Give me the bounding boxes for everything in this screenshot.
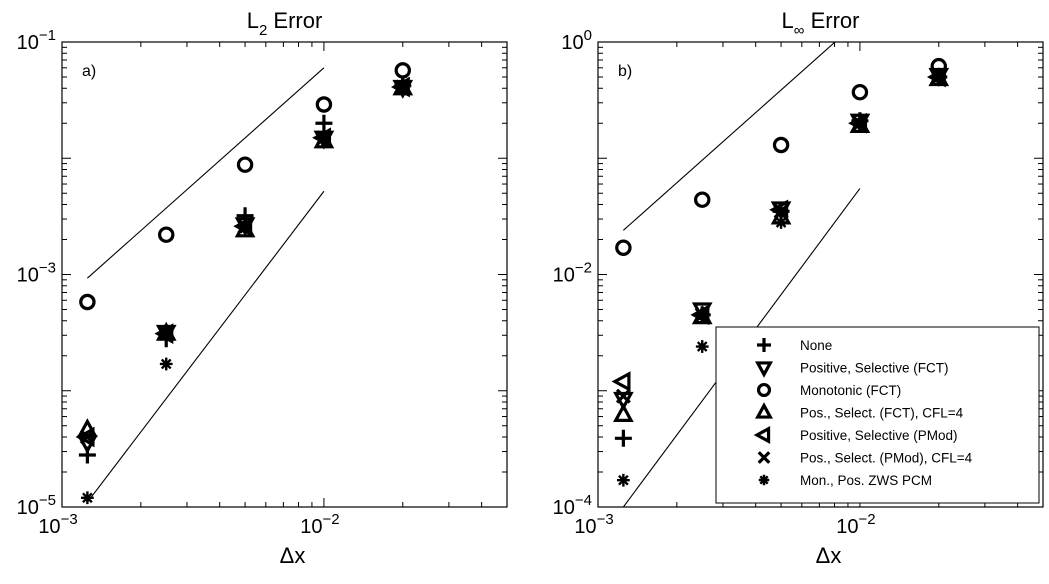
data-point bbox=[159, 357, 173, 371]
legend-label: Mon., Pos. ZWS PCM bbox=[800, 473, 932, 488]
data-point bbox=[695, 340, 709, 353]
reference-slope-line bbox=[86, 190, 325, 503]
x-tick-label: 10−3 bbox=[38, 511, 77, 538]
x-tick-label: 10−3 bbox=[574, 511, 613, 538]
data-point bbox=[317, 131, 331, 145]
legend-label: Positive, Selective (FCT) bbox=[800, 361, 949, 376]
data-point bbox=[851, 83, 869, 101]
y-tick-label: 10−2 bbox=[553, 260, 592, 287]
data-point bbox=[853, 116, 867, 130]
data-point bbox=[238, 221, 252, 235]
data-point bbox=[693, 191, 711, 208]
legend-marker bbox=[753, 426, 771, 444]
data-point bbox=[615, 388, 631, 404]
x-tick-label: 10−2 bbox=[300, 511, 339, 538]
legend-label: Pos., Select. (FCT), CFL=4 bbox=[800, 406, 964, 421]
data-point bbox=[81, 491, 94, 505]
chart-title: L∞ Error bbox=[782, 8, 860, 39]
data-point bbox=[611, 371, 631, 392]
legend-label: Positive, Selective (PMod) bbox=[800, 428, 958, 443]
legend-marker bbox=[757, 451, 771, 464]
legend-label: Pos., Select. (PMod), CFL=4 bbox=[800, 451, 973, 466]
data-point bbox=[79, 293, 96, 311]
y-tick-label: 10−1 bbox=[17, 27, 56, 54]
y-tick-label: 100 bbox=[561, 27, 592, 54]
series-triangle-up bbox=[77, 76, 414, 438]
legend-label: None bbox=[800, 338, 832, 353]
legend-label: Monotonic (FCT) bbox=[800, 383, 901, 398]
data-point bbox=[154, 323, 174, 344]
series-triangle-down bbox=[77, 79, 414, 455]
data-point bbox=[157, 226, 175, 243]
series-asterisk bbox=[617, 70, 946, 487]
reference-slope-line bbox=[623, 42, 836, 231]
series-circle bbox=[79, 62, 412, 311]
panel-label: b) bbox=[618, 63, 632, 80]
y-tick-label: 10−4 bbox=[553, 492, 592, 519]
series-x bbox=[79, 79, 411, 445]
data-point bbox=[617, 473, 630, 487]
data-point bbox=[315, 114, 333, 132]
data-point bbox=[773, 203, 789, 219]
x-axis-label: Δx bbox=[280, 543, 306, 568]
x-tick-label: 10−2 bbox=[836, 511, 875, 538]
series-triangle-left bbox=[75, 76, 410, 448]
data-point bbox=[236, 156, 254, 173]
reference-slope-line bbox=[87, 67, 325, 279]
legend-marker bbox=[755, 402, 773, 419]
y-tick-label: 10−3 bbox=[17, 260, 56, 287]
y-tick-label: 10−5 bbox=[17, 492, 56, 519]
data-point bbox=[75, 426, 95, 448]
legend-marker bbox=[757, 338, 771, 352]
data-point bbox=[615, 239, 632, 256]
data-point bbox=[158, 326, 174, 342]
series-plus bbox=[78, 77, 412, 464]
data-point bbox=[613, 403, 634, 423]
panel-label: a) bbox=[82, 63, 96, 80]
data-point bbox=[315, 96, 333, 113]
series-asterisk bbox=[81, 80, 410, 505]
data-point bbox=[396, 80, 410, 94]
data-point bbox=[394, 62, 412, 79]
data-point bbox=[690, 304, 710, 326]
data-point bbox=[770, 201, 792, 221]
x-axis-label: Δx bbox=[816, 543, 842, 568]
series-circle bbox=[615, 57, 948, 256]
data-point bbox=[79, 429, 95, 445]
data-point bbox=[774, 216, 788, 229]
panel-b: 10−3 10−2 100 10−2 10−4 b) L∞ Error Δx None Posit… bbox=[553, 8, 1044, 568]
axes-box bbox=[597, 41, 1044, 508]
data-point bbox=[932, 70, 946, 84]
legend-marker bbox=[755, 361, 773, 378]
chart-title: L2 Error bbox=[247, 8, 323, 39]
data-point bbox=[614, 429, 632, 447]
legend-marker bbox=[758, 474, 770, 486]
legend: None Positive, Selective (FCT) Monotonic (… bbox=[715, 326, 1040, 504]
data-point bbox=[772, 136, 790, 154]
data-point bbox=[694, 307, 710, 323]
axes-box bbox=[61, 41, 508, 508]
legend-marker bbox=[756, 382, 772, 398]
